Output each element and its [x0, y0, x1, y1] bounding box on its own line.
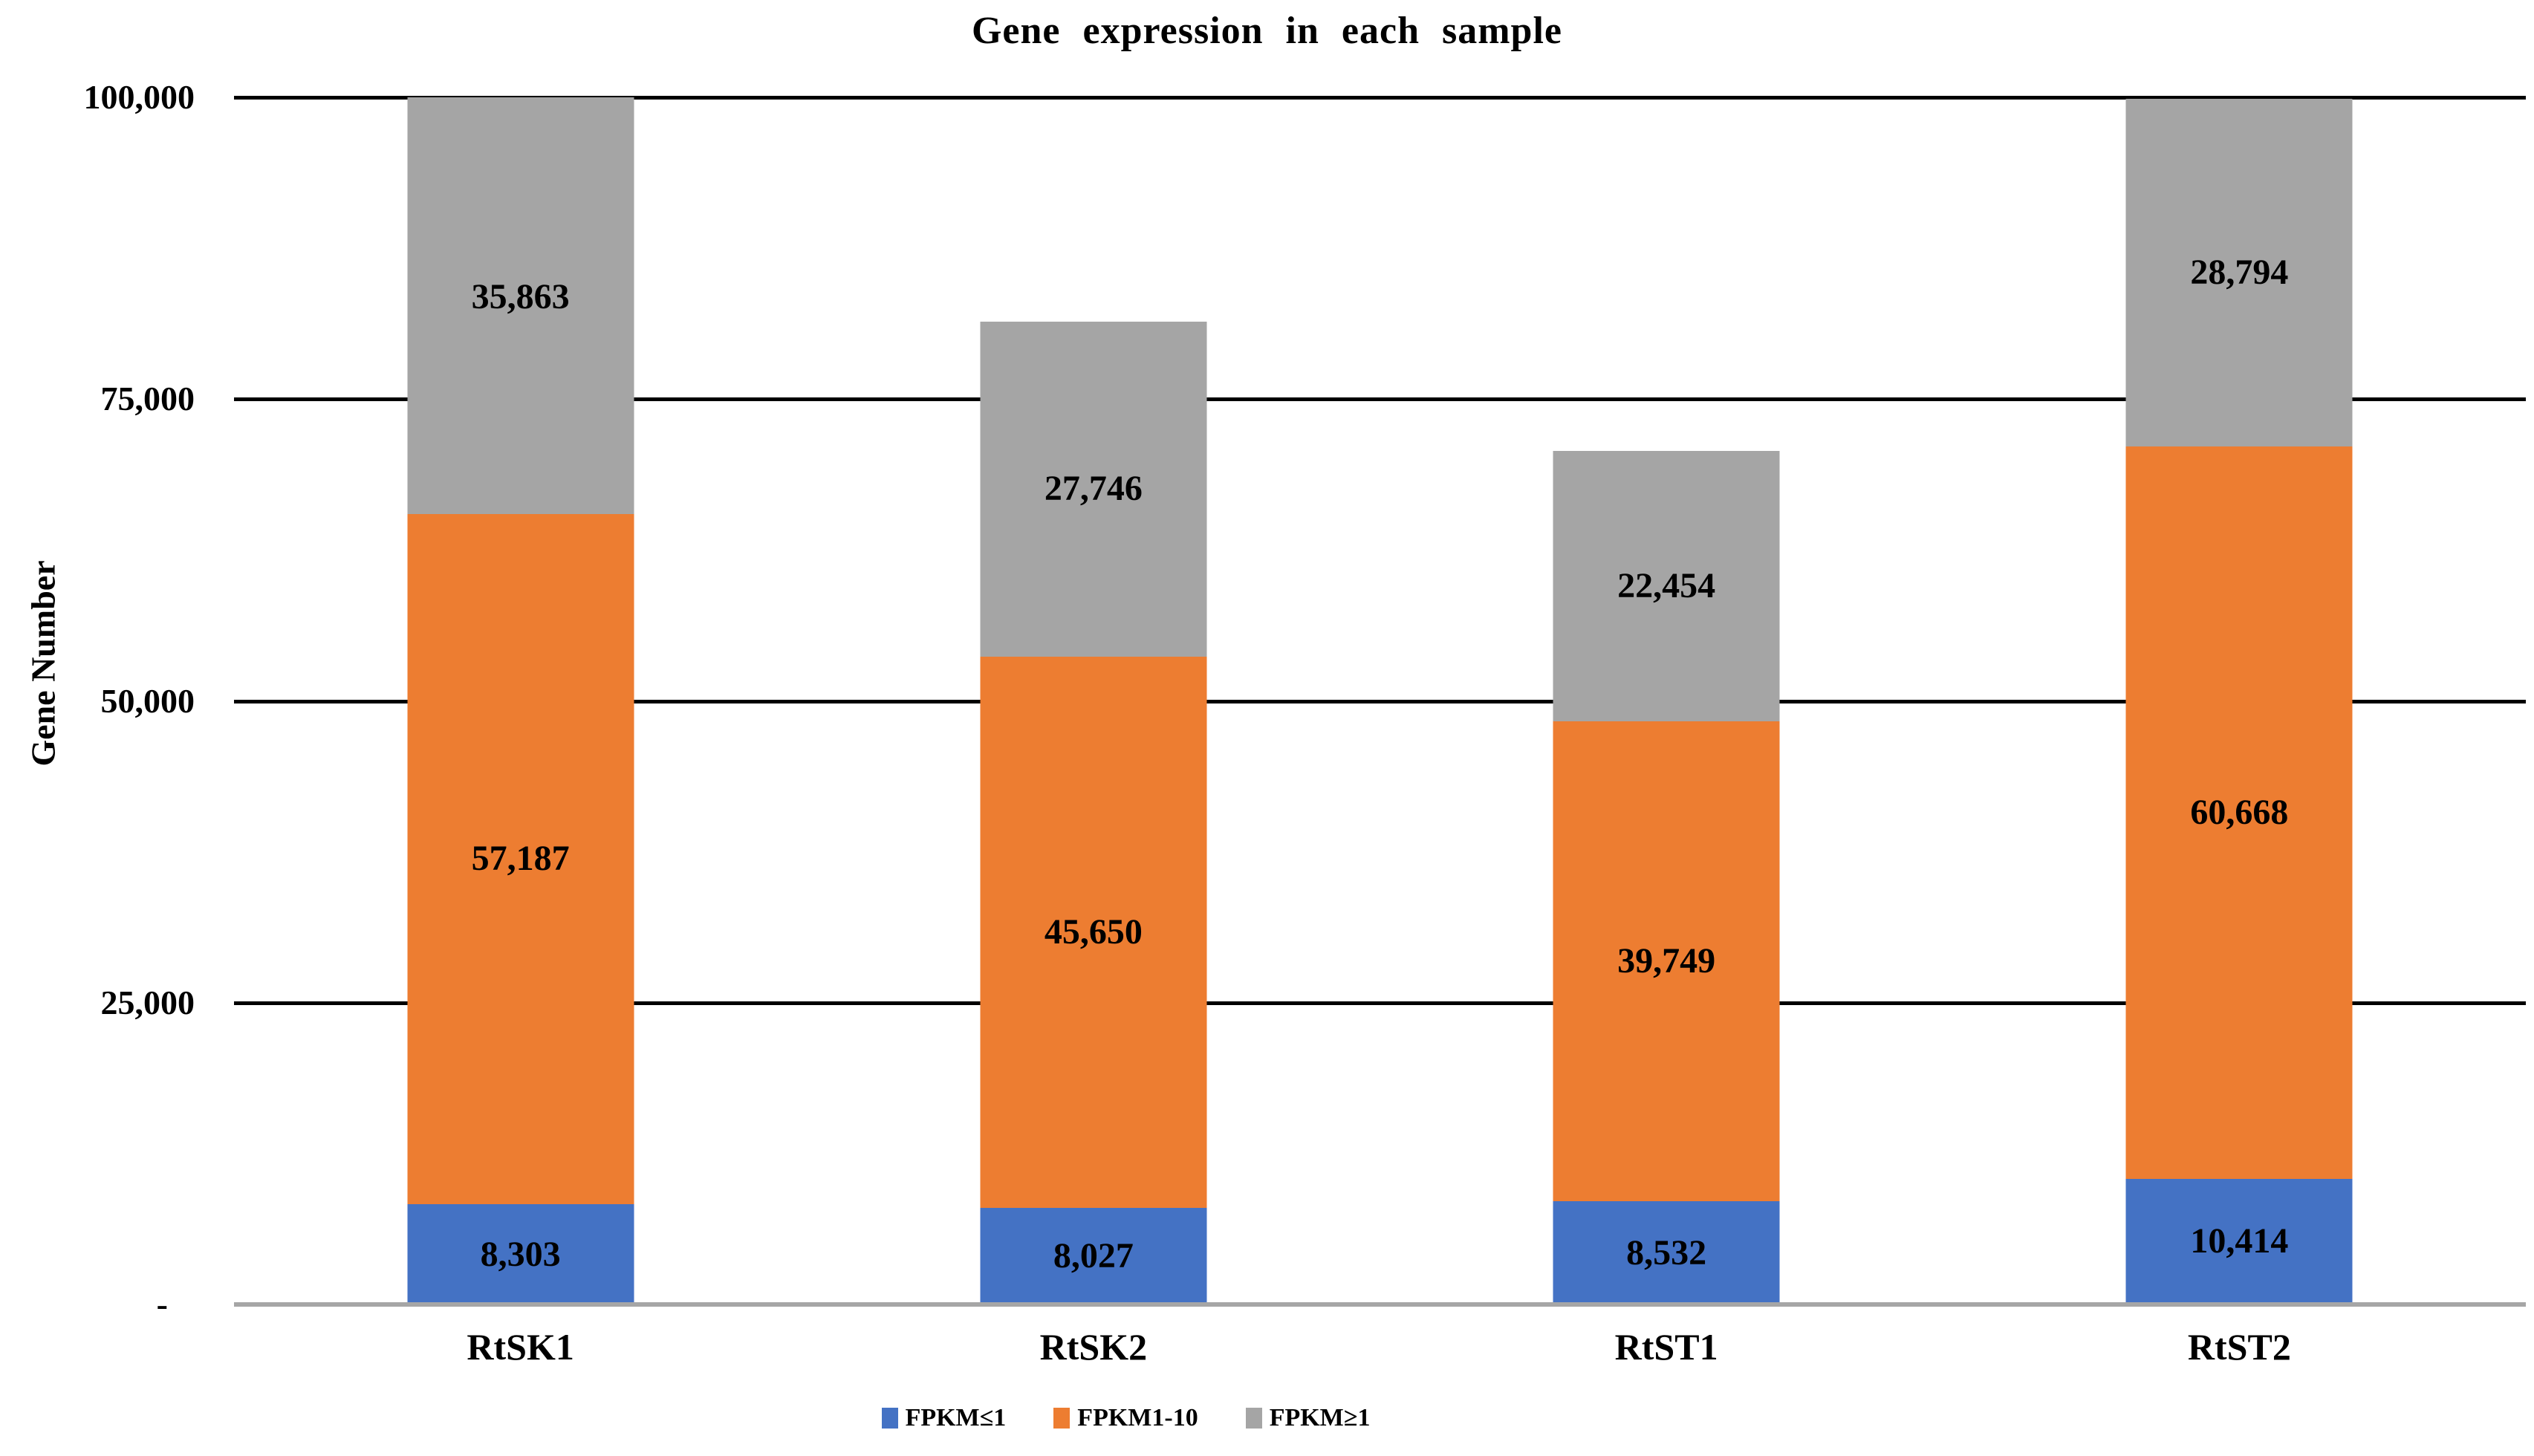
gridline-75,000	[234, 397, 2526, 402]
x-tick-label-RtST2: RtST2	[2187, 1326, 2291, 1368]
x-tick-label-RtST1: RtST1	[1614, 1326, 1718, 1368]
chart-title: Gene expression in each sample	[971, 10, 1563, 52]
plot-area: 8,303 57,187 35,863 8,027 45,650 27,746 8,532 3…	[234, 96, 2526, 1307]
legend-label: FPKM≥1	[1269, 1404, 1371, 1431]
bar-segment-RtSK2-FPKM1-10: 45,650	[980, 656, 1207, 1208]
y-axis-tick-labels: 100,000 75,000 50,000 25,000 -	[0, 80, 195, 1322]
bar-segment-RtST2-FPKM≥1: 28,794	[2125, 99, 2353, 446]
legend-swatch-orange	[1053, 1408, 1071, 1429]
bar-segment-label: 35,863	[471, 277, 570, 317]
bar-segment-RtSK1-FPKM1-10: 57,187	[407, 513, 634, 1205]
bar-segment-RtSK2-FPKM≤1: 8,027	[980, 1207, 1207, 1304]
legend-item-fpkm-le-1: FPKM≤1	[881, 1404, 1007, 1431]
x-tick-label-RtSK1: RtSK1	[467, 1326, 574, 1368]
bar-segment-label: 60,668	[2190, 792, 2289, 832]
bar-segment-label: 39,749	[1617, 941, 1716, 981]
x-axis-line	[234, 1302, 2526, 1307]
bar-segment-label: 28,794	[2190, 252, 2289, 292]
legend-swatch-blue	[881, 1408, 898, 1429]
bar-RtSK2: 8,027 45,650 27,746	[980, 97, 1207, 1304]
x-tick-label-RtSK2: RtSK2	[1039, 1326, 1148, 1368]
gridline-25,000	[234, 1001, 2526, 1005]
bar-RtSK1: 8,303 57,187 35,863	[407, 97, 634, 1304]
bar-segment-RtSK2-FPKM≥1: 27,746	[980, 321, 1207, 657]
legend-item-fpkm-1-10: FPKM1-10	[1053, 1405, 1198, 1431]
bar-segment-label: 8,027	[1053, 1235, 1134, 1275]
bar-segment-label: 8,532	[1626, 1232, 1707, 1273]
bar-segment-RtST2-FPKM≤1: 10,414	[2125, 1178, 2353, 1304]
bar-segment-RtST1-FPKM≤1: 8,532	[1553, 1201, 1780, 1304]
bar-segment-label: 10,414	[2190, 1221, 2289, 1261]
y-tick-label-50,000: 50,000	[100, 681, 195, 720]
bar-segment-RtST1-FPKM1-10: 39,749	[1553, 721, 1780, 1202]
category-slot-RtSK2: 8,027 45,650 27,746	[807, 97, 1380, 1304]
category-slot-RtSK1: 8,303 57,187 35,863	[234, 97, 807, 1304]
bar-segment-label: 27,746	[1044, 469, 1143, 509]
bar-segment-RtSK1-FPKM≥1: 35,863	[407, 97, 634, 514]
bars-layer: 8,303 57,187 35,863 8,027 45,650 27,746 8,532 3…	[234, 97, 2526, 1304]
bar-RtST1: 8,532 39,749 22,454	[1553, 97, 1780, 1304]
gridline-100,000	[234, 96, 2526, 100]
y-tick-label-100,000: 100,000	[83, 78, 195, 116]
bar-segment-RtST1-FPKM≥1: 22,454	[1553, 450, 1780, 722]
legend-label: FPKM≤1	[905, 1404, 1007, 1431]
gridline-50,000	[234, 699, 2526, 703]
bar-segment-RtSK1-FPKM≤1: 8,303	[407, 1204, 634, 1304]
legend-item-fpkm-ge-1: FPKM≥1	[1245, 1404, 1371, 1431]
legend-swatch-gray	[1245, 1408, 1262, 1429]
bar-segment-label: 57,187	[471, 839, 570, 879]
legend: FPKM≤1 FPKM1-10 FPKM≥1	[0, 1405, 2393, 1431]
bar-segment-label: 45,650	[1044, 911, 1143, 952]
category-slot-RtST2: 10,414 60,668 28,794	[1953, 97, 2526, 1304]
y-tick-label--: -	[156, 1285, 168, 1323]
category-slot-RtST1: 8,532 39,749 22,454	[1380, 97, 1953, 1304]
bar-segment-label: 22,454	[1617, 566, 1716, 606]
legend-label: FPKM1-10	[1077, 1404, 1198, 1431]
bar-segment-RtST2-FPKM1-10: 60,668	[2125, 446, 2353, 1179]
x-axis-tick-labels: RtSK1 RtSK2 RtST1 RtST2	[234, 1327, 2526, 1368]
bar-RtST2: 10,414 60,668 28,794	[2125, 97, 2353, 1304]
y-tick-label-75,000: 75,000	[100, 380, 195, 418]
bar-segment-label: 8,303	[480, 1234, 561, 1274]
y-tick-label-25,000: 25,000	[100, 983, 195, 1021]
